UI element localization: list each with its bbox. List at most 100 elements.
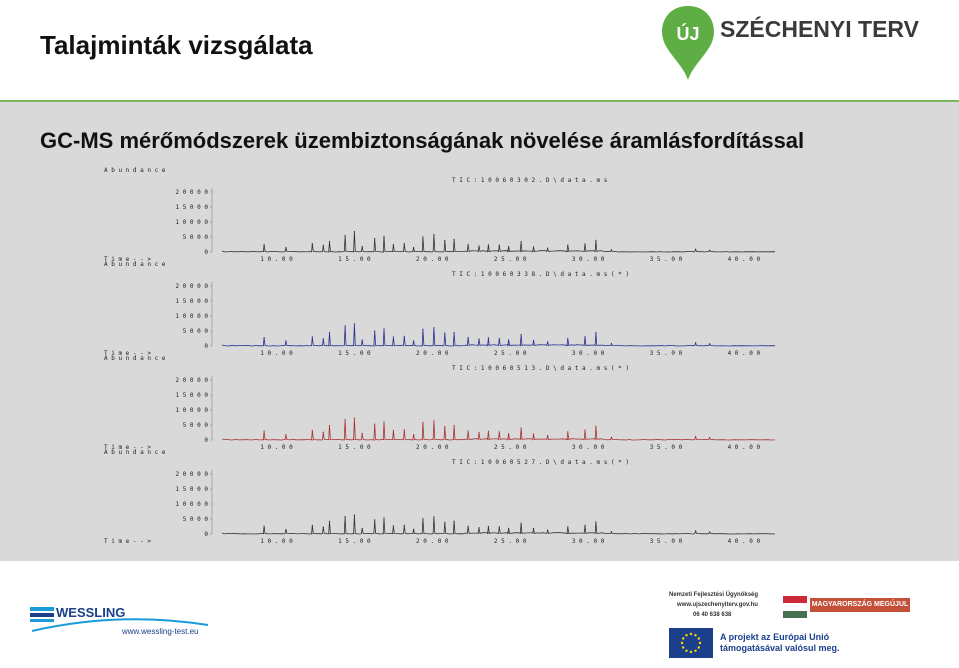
peak-point bbox=[532, 246, 535, 248]
x-tick-label: 3 0 . 0 0 bbox=[572, 350, 605, 357]
x-tick-label: 3 5 . 0 0 bbox=[650, 444, 683, 451]
peak-point bbox=[584, 243, 586, 245]
chromatogram-2: A b u n d a n c e T I C : 1 0 0 6 0 3 3 8… bbox=[104, 261, 776, 357]
peak-point bbox=[487, 525, 489, 528]
peak-point bbox=[422, 421, 424, 423]
peak-point bbox=[520, 522, 522, 524]
x-tick-label: 4 0 . 0 0 bbox=[728, 444, 761, 451]
peak-point bbox=[467, 337, 469, 339]
peak-point bbox=[498, 526, 500, 528]
y-tick-label: 5 0 0 0 bbox=[183, 422, 209, 429]
peak-point bbox=[520, 334, 522, 336]
peak-point bbox=[610, 343, 613, 345]
peak-point bbox=[361, 246, 363, 248]
peak-point bbox=[547, 529, 549, 531]
peak-point bbox=[547, 434, 549, 437]
peak-point bbox=[392, 429, 394, 431]
peak-point bbox=[422, 236, 424, 238]
peak-point bbox=[467, 430, 469, 432]
szechenyi-terv-logo: ÚJ SZÉCHENYI TERV bbox=[660, 2, 920, 86]
peak-point bbox=[353, 417, 355, 419]
peak-point bbox=[508, 433, 510, 435]
x-tick-label: 2 5 . 0 0 bbox=[494, 350, 527, 357]
peak-point bbox=[422, 518, 424, 520]
y-tick-label: 5 0 0 0 bbox=[183, 328, 209, 335]
peak-point bbox=[328, 240, 331, 243]
x-tick-label: 2 0 . 0 0 bbox=[416, 350, 449, 357]
x-tick-label: 1 0 . 0 0 bbox=[260, 256, 293, 263]
eu-line-2: támogatásával valósul meg. bbox=[720, 643, 840, 653]
eu-line-1: A projekt az Európai Unió bbox=[720, 632, 830, 642]
hungarian-flag-icon bbox=[783, 596, 807, 618]
peak-point bbox=[322, 526, 324, 528]
chromatogram-4: A b u n d a n c e T I C : 1 0 0 6 0 5 2 7… bbox=[104, 449, 776, 545]
tic-label: T I C : 1 0 0 6 0 3 0 2 . D \ d a t a . … bbox=[452, 177, 608, 184]
peak-point bbox=[413, 434, 415, 436]
peak-point bbox=[285, 246, 287, 249]
peak-point bbox=[344, 234, 346, 237]
peak-point bbox=[344, 418, 346, 420]
peak-point bbox=[695, 248, 697, 250]
peak-point bbox=[498, 431, 500, 433]
peak-point bbox=[498, 337, 500, 340]
peak-point bbox=[344, 516, 346, 518]
peak-point bbox=[383, 328, 385, 330]
logo-badge-text: ÚJ bbox=[676, 23, 699, 44]
chromatogram-3: A b u n d a n c e T I C : 1 0 0 6 0 5 1 3… bbox=[104, 355, 776, 451]
peak-point bbox=[322, 244, 324, 246]
y-tick-label: 2 0 0 0 0 bbox=[175, 377, 208, 384]
peak-point bbox=[263, 337, 265, 339]
x-tick-label: 1 5 . 0 0 bbox=[338, 538, 371, 545]
peak-point bbox=[508, 527, 510, 529]
y-tick-label: 2 0 0 0 0 bbox=[175, 471, 208, 478]
peak-point bbox=[285, 528, 287, 531]
x-tick-label: 2 5 . 0 0 bbox=[494, 444, 527, 451]
y-tick-label: 0 bbox=[204, 343, 208, 350]
y-tick-label: 1 0 0 0 0 bbox=[175, 501, 208, 508]
peak-point bbox=[532, 433, 535, 435]
peak-point bbox=[595, 521, 597, 523]
peak-point bbox=[413, 340, 415, 342]
nfu-phone: 06 40 638 638 bbox=[693, 612, 732, 618]
peak-point bbox=[433, 327, 435, 329]
peak-point bbox=[547, 341, 549, 343]
peak-point bbox=[403, 429, 405, 431]
peak-point bbox=[453, 520, 455, 522]
peak-point bbox=[595, 331, 597, 334]
peak-point bbox=[413, 528, 415, 530]
y-tick-label: 0 bbox=[204, 531, 208, 538]
x-tick-label: 1 5 . 0 0 bbox=[338, 350, 371, 357]
y-tick-label: 1 5 0 0 0 bbox=[175, 204, 208, 211]
y-axis-label: A b u n d a n c e bbox=[104, 167, 166, 174]
peak-point bbox=[263, 243, 265, 246]
y-tick-label: 1 0 0 0 0 bbox=[175, 407, 208, 414]
eu-flag-icon bbox=[669, 628, 713, 658]
peak-point bbox=[328, 331, 331, 334]
x-tick-label: 2 5 . 0 0 bbox=[494, 538, 527, 545]
wessling-name: WESSLING bbox=[56, 605, 126, 620]
peak-point bbox=[520, 427, 522, 429]
peak-point bbox=[322, 431, 324, 433]
magyarorszag-megujul-badge: MAGYARORSZÁG MEGÚJUL bbox=[810, 598, 910, 612]
header: Talajminták vizsgálata ÚJ SZÉCHENYI TERV bbox=[0, 0, 959, 100]
peak-point bbox=[508, 339, 510, 341]
x-tick-label: 2 0 . 0 0 bbox=[416, 256, 449, 263]
peak-point bbox=[532, 339, 535, 341]
y-tick-label: 1 5 0 0 0 bbox=[175, 298, 208, 305]
peak-point bbox=[392, 243, 394, 246]
peak-point bbox=[383, 517, 385, 519]
series-trace bbox=[221, 418, 776, 441]
peak-point bbox=[487, 244, 489, 246]
peak-point bbox=[311, 524, 313, 526]
peak-point bbox=[709, 249, 711, 251]
peak-point bbox=[285, 340, 287, 342]
peak-point bbox=[374, 519, 376, 521]
peak-point bbox=[383, 235, 385, 237]
peak-point bbox=[353, 514, 355, 516]
peak-point bbox=[353, 231, 355, 233]
peak-point bbox=[467, 243, 469, 246]
peak-point bbox=[508, 246, 510, 248]
peak-point bbox=[374, 237, 376, 240]
logo-text: SZÉCHENYI TERV bbox=[720, 16, 919, 42]
